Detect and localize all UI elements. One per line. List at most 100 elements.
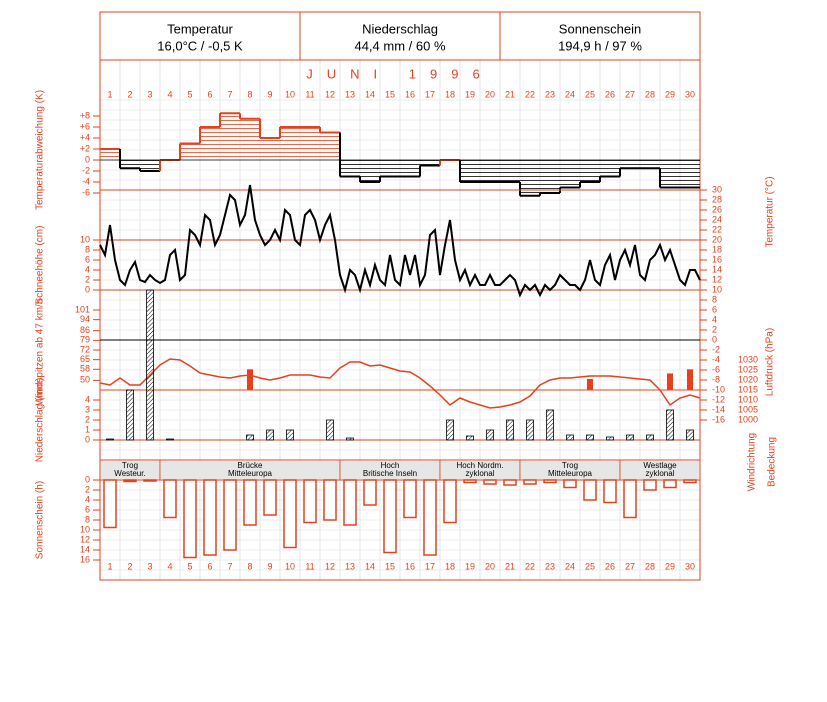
y-tick-label: +2 <box>80 143 90 153</box>
precip-bar <box>626 434 634 441</box>
weather-type-label: zyklonal <box>466 469 495 478</box>
y-tick-label: -4 <box>82 176 90 186</box>
deviation-fill <box>320 132 340 160</box>
day-label: 21 <box>505 561 515 571</box>
sunshine-bar <box>163 479 177 519</box>
day-label: 9 <box>267 561 272 571</box>
sunshine-bar <box>283 479 297 549</box>
day-label: 7 <box>227 561 232 571</box>
y2-tick-label: 1005 <box>738 404 758 414</box>
day-label: 10 <box>285 561 295 571</box>
sunshine-bar <box>143 479 157 482</box>
y-tick-label: 14 <box>80 544 90 554</box>
deviation-fill <box>460 160 480 182</box>
y-tick-label: 86 <box>80 325 90 335</box>
deviation-fill <box>200 127 220 160</box>
summary-value: 194,9 h / 97 % <box>558 38 642 53</box>
precip-bar <box>346 437 354 441</box>
weather-type-label: Britische Inseln <box>363 469 417 478</box>
day-label: 7 <box>227 89 232 99</box>
y-tick-label: 2 <box>85 274 90 284</box>
weather-type-label: Westlage <box>643 461 677 470</box>
day-label: 4 <box>167 89 172 99</box>
day-label: 21 <box>505 89 515 99</box>
y2-tick-label: 0 <box>712 334 717 344</box>
day-label: 11 <box>305 561 314 571</box>
y2-tick-label: 14 <box>712 264 722 274</box>
day-label: 29 <box>665 89 675 99</box>
day-label: 19 <box>465 89 475 99</box>
day-label: 18 <box>445 89 455 99</box>
sunshine-bar <box>103 479 117 529</box>
precip-bar <box>246 434 254 441</box>
y2-tick-label: 1020 <box>738 374 758 384</box>
y2-tick-label: -6 <box>712 364 720 374</box>
sunshine-bar <box>223 479 237 551</box>
day-label: 16 <box>405 561 415 571</box>
day-label: 24 <box>565 89 575 99</box>
deviation-fill <box>100 149 120 160</box>
day-label: 17 <box>425 89 435 99</box>
y-tick-label: 79 <box>80 335 90 345</box>
y-tick-label: 0 <box>85 154 90 164</box>
y-tick-label: 4 <box>85 394 90 404</box>
weather-type-band <box>619 459 701 481</box>
y2-tick-label: 2 <box>712 324 717 334</box>
y2-tick-label: 1025 <box>738 364 758 374</box>
y2-tick-label: 1000 <box>738 414 758 424</box>
sunshine-bar <box>663 479 677 489</box>
day-label: 5 <box>187 561 192 571</box>
weather-type-label: Mitteleuropa <box>548 469 593 478</box>
day-label: 26 <box>605 561 615 571</box>
y2-tick-label: 6 <box>712 304 717 314</box>
day-label: 8 <box>247 89 252 99</box>
precip-bar <box>546 409 554 441</box>
axis-title: Niederschlag (mm) <box>35 378 46 462</box>
gust-bar <box>667 373 673 390</box>
summary-name: Sonnenschein <box>559 21 641 36</box>
y-tick-label: 0 <box>85 474 90 484</box>
deviation-fill <box>360 160 380 182</box>
weather-type-label: Brücke <box>238 461 263 470</box>
y2-tick-label: -2 <box>712 344 720 354</box>
sunshine-bar <box>643 479 657 491</box>
precip-bar <box>566 434 574 441</box>
day-label: 25 <box>585 561 595 571</box>
y2-tick-label: 8 <box>712 294 717 304</box>
day-label: 9 <box>267 89 272 99</box>
day-label: 1 <box>107 561 112 571</box>
y2-tick-label: 20 <box>712 234 722 244</box>
sunshine-bar <box>563 479 577 489</box>
y2-tick-label: 22 <box>712 224 722 234</box>
y-tick-label: 10 <box>80 234 90 244</box>
axis-title: Windrichtung <box>747 433 758 491</box>
precip-bar <box>286 429 294 441</box>
deviation-fill <box>400 160 420 177</box>
y-tick-label: 8 <box>85 244 90 254</box>
day-label: 6 <box>207 561 212 571</box>
sunshine-bar <box>243 479 257 526</box>
day-label: 4 <box>167 561 172 571</box>
day-label: 30 <box>685 561 695 571</box>
day-label: 23 <box>545 89 555 99</box>
deviation-fill <box>120 160 140 169</box>
deviation-fill <box>660 160 680 188</box>
deviation-fill <box>480 160 500 182</box>
deviation-fill <box>580 160 600 182</box>
gust-bar <box>587 378 593 390</box>
precip-bar <box>506 419 514 441</box>
day-label: 11 <box>305 89 314 99</box>
precip-bar <box>526 419 534 441</box>
y2-tick-label: 10 <box>712 284 722 294</box>
y-tick-label: +6 <box>80 121 90 131</box>
day-label: 13 <box>345 89 355 99</box>
summary-value: 44,4 mm / 60 % <box>354 38 445 53</box>
day-label: 26 <box>605 89 615 99</box>
deviation-fill <box>140 160 160 171</box>
y-tick-label: 0 <box>85 284 90 294</box>
y-tick-label: 3 <box>85 404 90 414</box>
day-label: 12 <box>325 561 335 571</box>
y2-tick-label: -4 <box>712 354 720 364</box>
y-tick-label: 4 <box>85 494 90 504</box>
